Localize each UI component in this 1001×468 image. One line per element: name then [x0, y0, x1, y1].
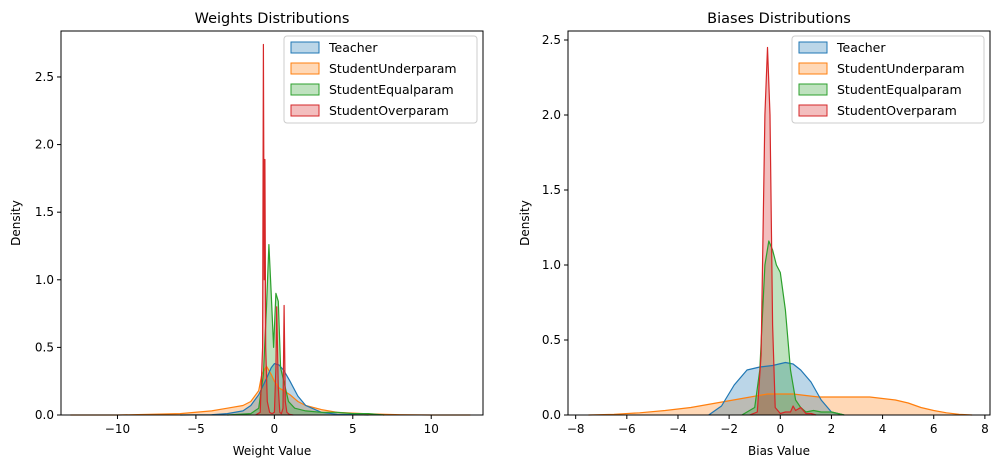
biases-y-tick-label: 0.0 [542, 408, 561, 422]
weights-y-ticks: 0.0 0.5 1.0 1.5 2.0 2.5 [35, 70, 61, 422]
biases-density-line-teacher [708, 361, 845, 416]
weights-legend-swatch-studentunderparam [290, 62, 320, 75]
biases-legend-item-teacher: Teacher [798, 40, 886, 55]
biases-plot-area [588, 46, 973, 416]
biases-legend-box [791, 35, 985, 124]
biases-density-line-studentunderparam [588, 393, 973, 416]
weights-density-line-teacher [180, 363, 369, 416]
weights-y-tick-label: 1.5 [35, 205, 54, 219]
biases-x-tick-label: −4 [669, 422, 687, 436]
weights-axes-frame [60, 30, 484, 416]
biases-legend-label-studentequalparam: StudentEqualparam [837, 82, 962, 97]
weights-legend-swatch-studentoverparam [290, 104, 320, 117]
weights-density-line-studentequalparam [227, 244, 385, 416]
biases-x-tick-label: −2 [720, 422, 738, 436]
biases-legend-swatch-teacher [798, 41, 828, 54]
weights-y-tick-label: 1.0 [35, 273, 54, 287]
biases-legend-swatch-studentequalparam [798, 83, 828, 96]
biases-legend-item-studentunderparam: StudentUnderparam [798, 61, 965, 76]
biases-x-tick-label: 2 [828, 422, 836, 436]
weights-chart: Weights Distributions −10 −5 0 5 10 0.0 0.5 1.… [9, 11, 484, 458]
weights-plot-area [70, 43, 471, 416]
weights-y-tick-label: 2.0 [35, 138, 54, 152]
weights-density-fill-teacher [180, 363, 369, 415]
biases-chart: Biases Distributions −8 −6 −4 −2 0 2 4 6 8 0.00.… [518, 11, 991, 458]
biases-legend: Teacher StudentUnderparam StudentEqualpa… [791, 35, 985, 124]
biases-axes-frame [567, 30, 991, 416]
weights-x-tick-label: 0 [271, 422, 279, 436]
biases-y-tick-label: 1.5 [542, 183, 561, 197]
weights-legend-item-studentoverparam: StudentOverparam [290, 103, 449, 118]
biases-legend-swatch-studentunderparam [798, 62, 828, 75]
weights-y-tick-label: 0.0 [35, 408, 54, 422]
weights-density-lines [70, 43, 471, 416]
weights-legend-label-studentunderparam: StudentUnderparam [329, 61, 457, 76]
biases-x-tick-label: 8 [981, 422, 989, 436]
biases-y-tick-label: 1.0 [542, 258, 561, 272]
biases-x-tick-label: −6 [618, 422, 636, 436]
biases-legend-label-studentunderparam: StudentUnderparam [837, 61, 965, 76]
weights-y-tick-label: 2.5 [35, 70, 54, 84]
weights-legend-item-studentequalparam: StudentEqualparam [290, 82, 454, 97]
biases-y-tick-label: 0.5 [542, 333, 561, 347]
weights-y-tick-label: 0.5 [35, 340, 54, 354]
weights-x-tick-label: 5 [349, 422, 357, 436]
weights-legend-item-teacher: Teacher [290, 40, 378, 55]
weights-y-axis-label: Density [9, 200, 23, 246]
weights-x-axis-label: Weight Value [233, 444, 312, 458]
biases-y-axis-label: Density [518, 200, 532, 246]
biases-x-tick-label: 0 [776, 422, 784, 436]
weights-density-fill-studentoverparam [255, 44, 294, 415]
biases-legend-item-studentequalparam: StudentEqualparam [798, 82, 962, 97]
weights-legend: Teacher StudentUnderparam StudentEqualpa… [283, 35, 478, 124]
weights-legend-swatch-teacher [290, 41, 320, 54]
biases-legend-swatch-studentoverparam [798, 104, 828, 117]
weights-x-ticks: −10 −5 0 5 10 [105, 415, 439, 436]
weights-legend-label-teacher: Teacher [328, 40, 378, 55]
biases-x-tick-label: −8 [567, 422, 585, 436]
biases-density-fill-studentunderparam [588, 394, 973, 415]
biases-density-line-studentoverparam [749, 46, 817, 416]
biases-chart-title: Biases Distributions [707, 11, 851, 27]
weights-density-fill-studentunderparam [70, 366, 471, 415]
weights-density-line-studentoverparam [255, 43, 294, 416]
weights-legend-item-studentunderparam: StudentUnderparam [290, 61, 457, 76]
weights-legend-label-studentequalparam: StudentEqualparam [329, 82, 454, 97]
biases-density-line-studentequalparam [741, 240, 845, 416]
biases-x-tick-label: 6 [930, 422, 938, 436]
biases-y-ticks: 0.0 0.5 1.0 1.5 2.0 2.5 [542, 33, 568, 422]
biases-x-ticks: −8 −6 −4 −2 0 2 4 6 8 [567, 415, 989, 436]
weights-x-tick-label: −5 [187, 422, 205, 436]
weights-legend-label-studentoverparam: StudentOverparam [329, 103, 449, 118]
weights-chart-title: Weights Distributions [195, 11, 350, 27]
biases-legend-item-studentoverparam: StudentOverparam [798, 103, 957, 118]
biases-legend-label-studentoverparam: StudentOverparam [837, 103, 957, 118]
weights-x-tick-label: −10 [105, 422, 130, 436]
biases-y-tick-label: 2.5 [542, 33, 561, 47]
biases-density-fill-studentoverparam [749, 47, 817, 415]
biases-x-axis-label: Bias Value [748, 444, 810, 458]
biases-density-fill-studentequalparam [741, 241, 845, 415]
weights-x-tick-label: 10 [424, 422, 439, 436]
biases-density-lines [588, 46, 973, 416]
biases-y-tick-label: 2.0 [542, 108, 561, 122]
biases-legend-label-teacher: Teacher [836, 40, 886, 55]
weights-legend-swatch-studentequalparam [290, 83, 320, 96]
weights-legend-box [283, 35, 478, 124]
biases-x-tick-label: 4 [879, 422, 887, 436]
